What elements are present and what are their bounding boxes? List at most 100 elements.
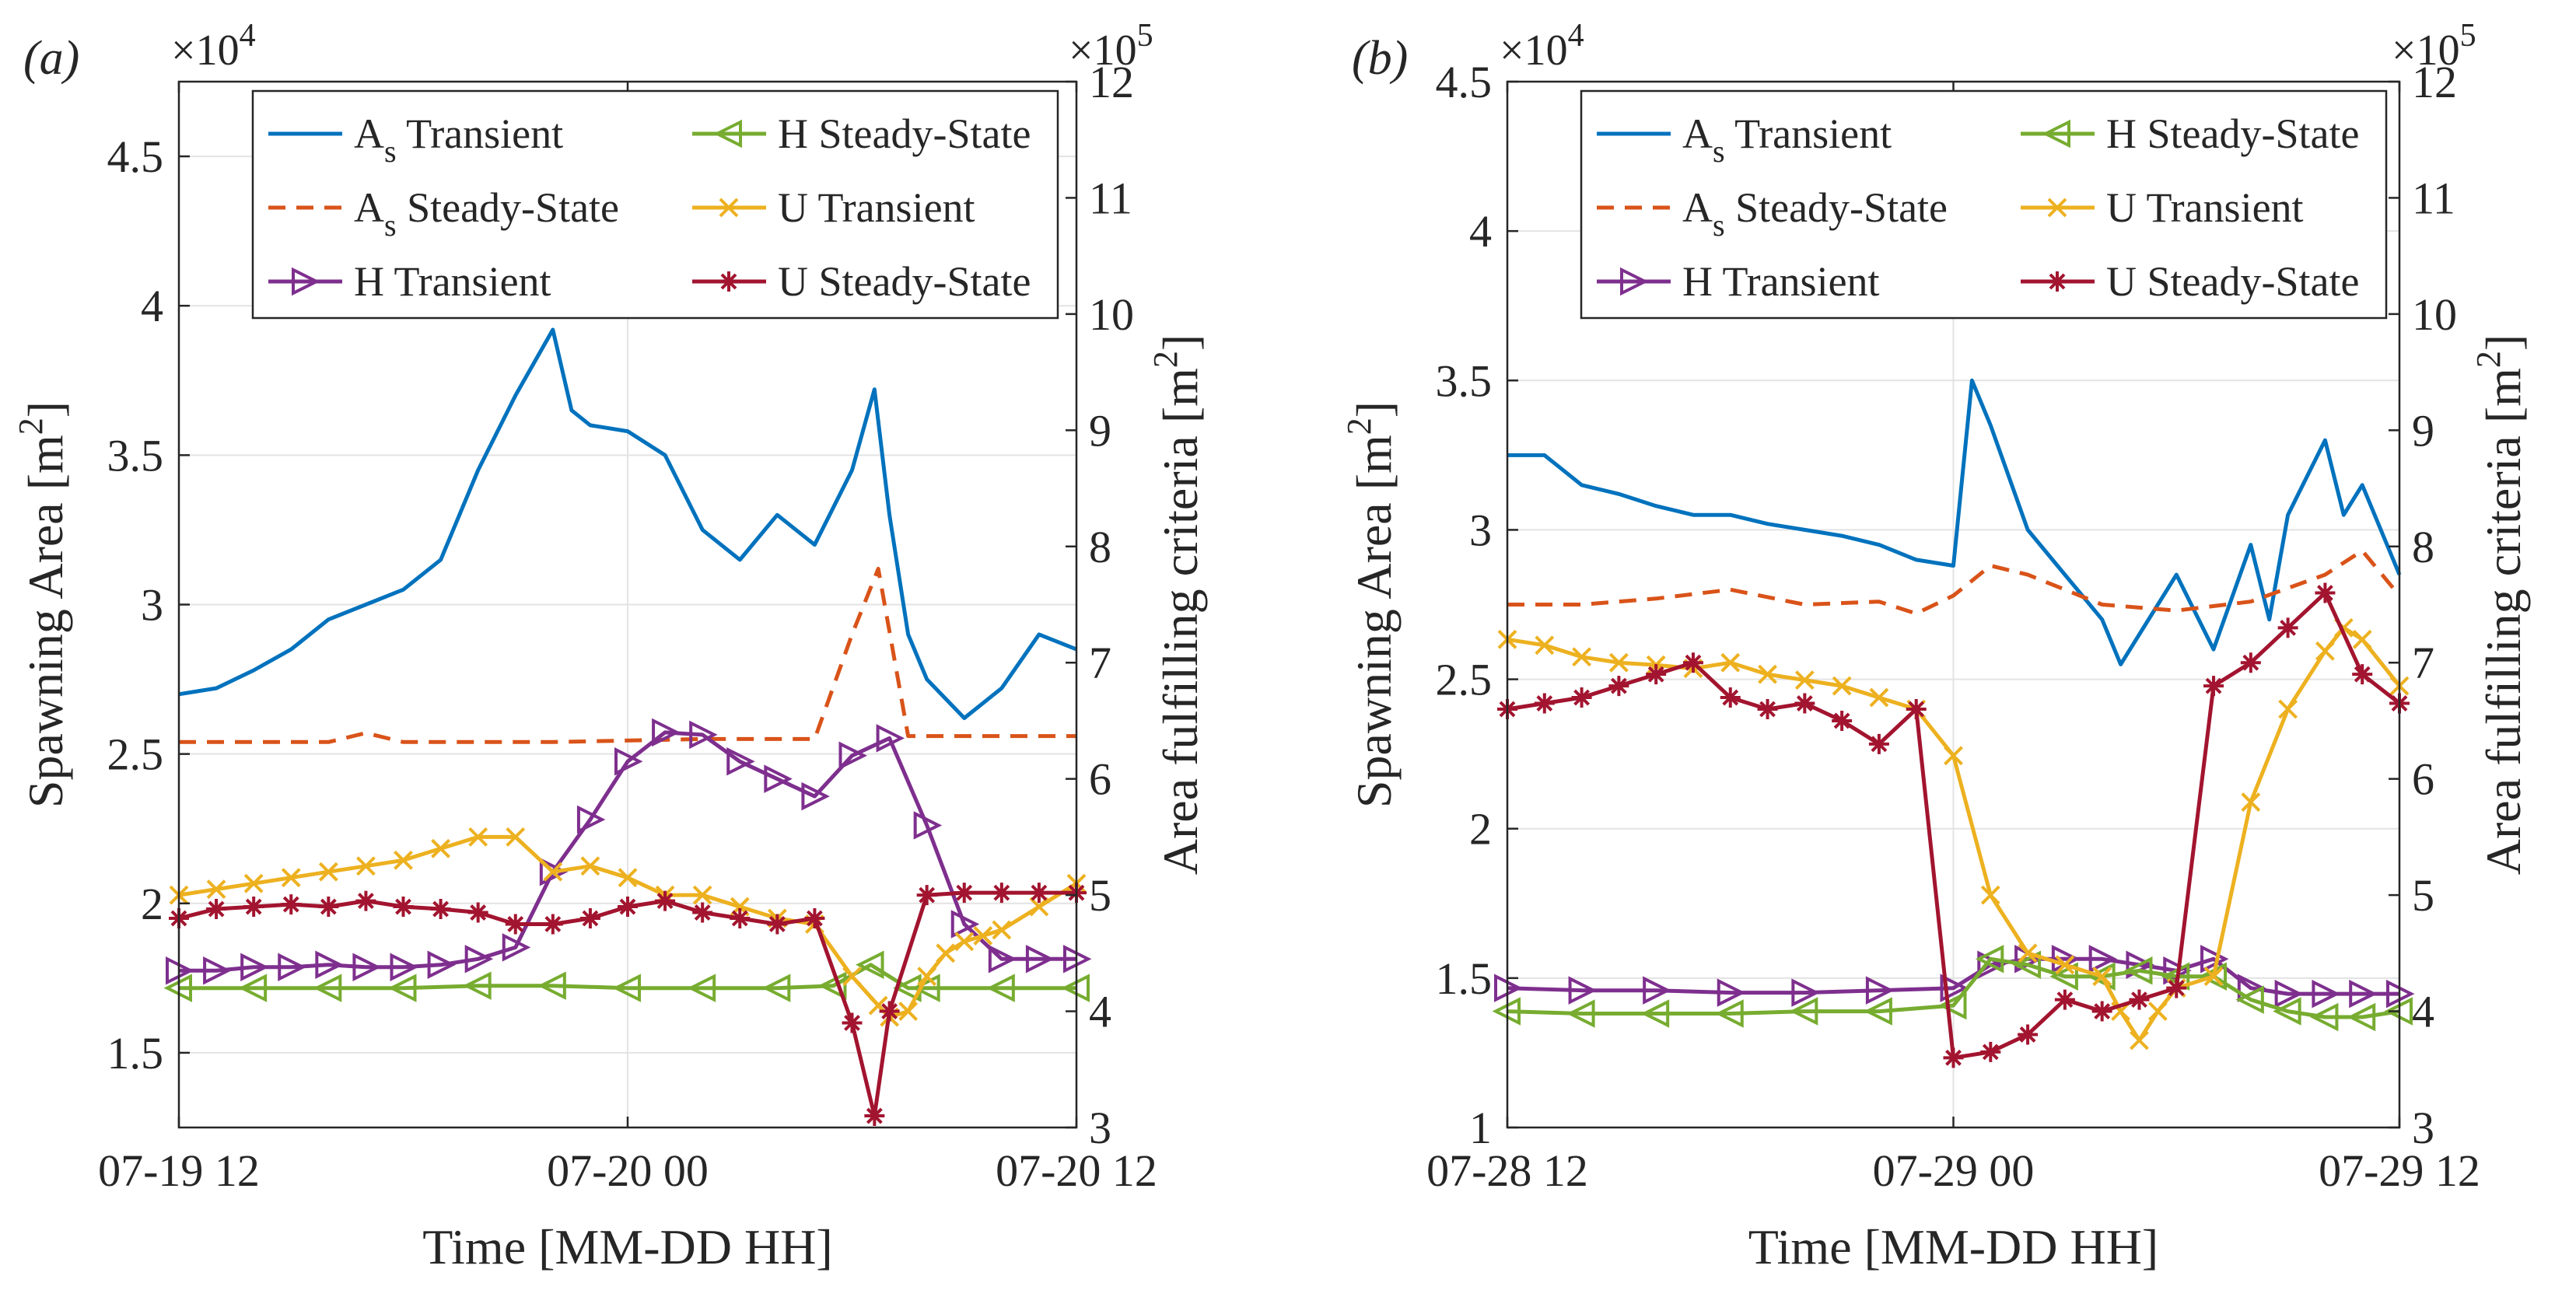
data-point [992, 920, 1012, 940]
legend-label: U Transient [778, 184, 975, 231]
legend-label-main: A [1682, 184, 1713, 231]
right-y-tick-label: 4 [1089, 987, 1111, 1037]
data-point [431, 838, 450, 858]
right-y-tick-label: 6 [1089, 754, 1111, 805]
data-point [2349, 979, 2378, 1009]
data-point [842, 1012, 863, 1033]
left-y-tick-label: 3.5 [1436, 355, 1493, 406]
panel-a: 07-19 12 07-20 00 07-20 12 Time [MM-DD HH] 1… [12, 18, 1208, 1274]
data-point [692, 885, 712, 905]
right-exponent-label: ×105 [1069, 18, 1153, 75]
right-y-tick-label: 11 [1089, 173, 1132, 223]
data-point [879, 1001, 900, 1022]
data-point [936, 943, 956, 963]
data-point [542, 914, 563, 935]
data-point [2315, 582, 2336, 603]
legend-label: As Steady-State [1682, 184, 1948, 243]
data-point [1535, 635, 1555, 655]
right-y-tick-label: 3 [1089, 1103, 1111, 1153]
data-point [1720, 652, 1741, 673]
left-y-axis-label-end: ] [1346, 401, 1402, 418]
legend: As Transient H Steady-State As Steady-Stat… [1580, 89, 2388, 320]
data-point [1715, 999, 1744, 1028]
data-point [614, 747, 643, 776]
right-y-tick-label: 12 [2412, 57, 2457, 107]
left-exponent-power: 4 [240, 18, 256, 54]
data-point [2091, 1001, 2112, 1022]
data-point [801, 781, 830, 811]
data-point [1794, 693, 1815, 714]
data-point [468, 827, 488, 847]
x-tick-label: 07-29 00 [1873, 1145, 2035, 1196]
legend-label: U Steady-State [2106, 258, 2359, 305]
data-point [1944, 746, 1963, 766]
data-point [388, 974, 417, 1002]
data-point [240, 953, 269, 982]
data-point [817, 971, 847, 1000]
data-point [1789, 997, 1818, 1026]
right-y-tick-label: 8 [1089, 522, 1111, 572]
data-point [2203, 967, 2224, 987]
right-y-tick-label: 10 [2412, 289, 2457, 340]
data-point [2200, 945, 2229, 974]
data-point [206, 899, 227, 920]
data-point [1029, 897, 1049, 917]
data-point [463, 971, 492, 1000]
right-y-axis-label-end: ] [2476, 334, 2531, 351]
right-y-tick-label: 12 [1089, 57, 1134, 107]
data-point [856, 950, 884, 980]
left-y-tick-label: 4 [1469, 206, 1492, 257]
data-point [278, 953, 306, 982]
x-axis-label: Time [MM-DD HH] [422, 1219, 832, 1274]
data-point [506, 827, 526, 847]
data-point [2352, 629, 2372, 649]
data-point [352, 953, 381, 982]
data-point [356, 856, 376, 876]
legend-label: H Steady-State [2106, 110, 2359, 157]
right-y-tick-label: 10 [1089, 289, 1134, 340]
right-exponent-power: 5 [2460, 18, 2476, 54]
data-point [916, 885, 937, 906]
data-point [730, 908, 751, 928]
data-point [464, 945, 494, 974]
data-point [2166, 977, 2187, 998]
data-point [2273, 997, 2301, 1026]
legend-marker [2047, 198, 2067, 218]
data-point [427, 950, 457, 980]
legend-label: H Transient [1682, 258, 1880, 305]
data-point [1534, 693, 1555, 714]
data-point [1566, 999, 1595, 1028]
data-point [1646, 664, 1667, 685]
data-point [954, 883, 975, 904]
data-point [2018, 943, 2038, 963]
legend-label: H Transient [354, 258, 551, 305]
x-tick-label: 07-20 12 [996, 1145, 1157, 1196]
data-point [2274, 979, 2304, 1009]
x-tick-label: 07-19 12 [98, 1145, 260, 1196]
data-point [864, 1106, 885, 1127]
data-point [576, 805, 606, 834]
legend-label-main: A [354, 184, 384, 231]
left-y-tick-label: 4 [141, 281, 163, 331]
data-point [537, 971, 566, 1000]
data-point [1943, 1047, 1964, 1068]
series-line-as-transient [1507, 378, 2402, 666]
data-point [2129, 989, 2150, 1010]
data-point [842, 967, 862, 987]
data-point [467, 902, 488, 923]
panel-label: (b) [1352, 32, 1408, 85]
data-point [838, 741, 867, 771]
data-point [767, 914, 788, 935]
left-y-tick-label: 3.5 [107, 430, 164, 481]
series-line-h-transient [1507, 956, 2399, 996]
data-point [1640, 999, 1670, 1028]
data-point [2312, 979, 2340, 1009]
data-point [1758, 664, 1777, 684]
data-point [2087, 962, 2116, 991]
left-y-tick-label: 1.5 [107, 1028, 164, 1079]
data-point [913, 811, 943, 840]
legend-marker [1620, 267, 1649, 296]
data-point [1794, 670, 1815, 690]
legend-label-sub: s [1713, 208, 1725, 243]
data-point [243, 897, 264, 918]
